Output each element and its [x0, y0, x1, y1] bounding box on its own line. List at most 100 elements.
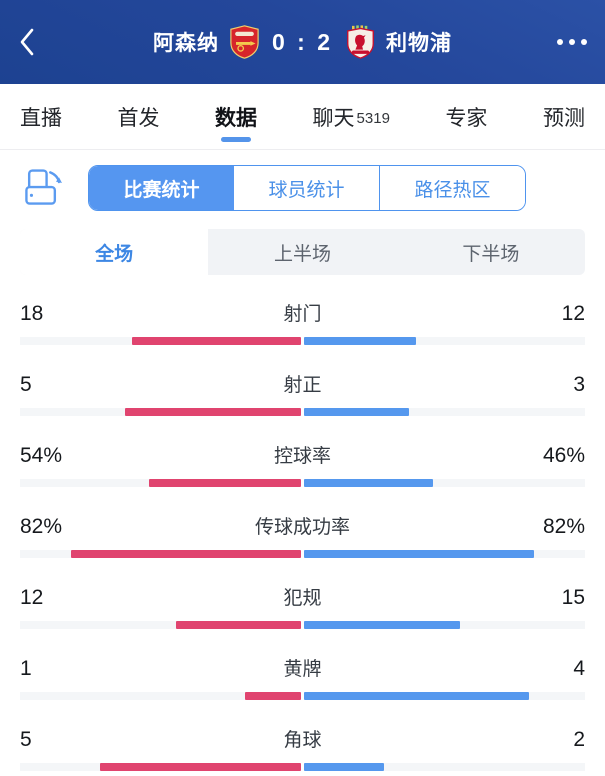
period-tab-second-half[interactable]: 下半场: [397, 229, 585, 275]
stat-row-pass-accuracy: 82% 传球成功率 82%: [20, 514, 585, 558]
segment-label: 路径热区: [414, 179, 491, 201]
stat-line: 82% 传球成功率 82%: [20, 514, 585, 540]
period-tab-first-half[interactable]: 上半场: [208, 229, 396, 275]
chat-count-badge: 5319: [356, 109, 390, 127]
tab-label: 专家: [445, 106, 488, 130]
away-bar-half: [304, 621, 585, 629]
stat-label: 角球: [283, 730, 322, 751]
stat-segment-group: 比赛统计 球员统计 路径热区: [88, 165, 526, 211]
segment-match-stats[interactable]: 比赛统计: [89, 166, 234, 210]
scoreline: 阿森纳 0 : 2 利物浦: [153, 25, 452, 59]
home-stat-bar: [149, 479, 301, 487]
bar-center-gap: [301, 408, 304, 416]
match-header: 阿森纳 0 : 2 利物浦: [0, 0, 605, 84]
ellipsis-icon: [557, 39, 563, 45]
home-stat-bar: [132, 337, 301, 345]
bar-center-gap: [301, 621, 304, 629]
away-stat-bar: [304, 550, 535, 558]
away-stat-value: 12: [561, 302, 585, 325]
away-stat-value: 15: [561, 586, 585, 609]
stat-label: 黄牌: [283, 659, 322, 680]
away-bar-half: [304, 692, 585, 700]
stat-label: 射门: [283, 304, 322, 325]
tab-label: 数据: [215, 106, 258, 130]
home-bar-half: [20, 550, 301, 558]
active-tab-underline: [221, 137, 252, 142]
tab-label: 预测: [542, 106, 585, 130]
segment-heatmap[interactable]: 路径热区: [380, 166, 525, 210]
away-stat-value: 2: [573, 728, 585, 751]
away-stat-bar: [304, 692, 529, 700]
away-stat-value: 46%: [542, 444, 585, 467]
header-right: [541, 33, 587, 51]
ellipsis-icon: [569, 39, 575, 45]
tab-stats[interactable]: 数据: [215, 84, 257, 149]
stat-bar-track: [20, 692, 585, 700]
home-stat-bar: [176, 621, 301, 629]
away-bar-half: [304, 763, 585, 771]
stat-row-yellow-cards: 1 黄牌 4: [20, 656, 585, 700]
away-stat-bar: [304, 479, 434, 487]
stat-label: 控球率: [273, 446, 331, 467]
away-stat-value: 4: [573, 657, 585, 680]
home-bar-half: [20, 408, 301, 416]
home-team-name: 阿森纳: [152, 32, 219, 55]
bar-center-gap: [301, 479, 304, 487]
stat-line: 5 射正 3: [20, 372, 585, 398]
home-bar-half: [20, 621, 301, 629]
tab-experts[interactable]: 专家: [445, 84, 487, 149]
away-stat-bar: [304, 621, 461, 629]
stat-line: 12 犯规 15: [20, 585, 585, 611]
home-stat-bar: [244, 692, 301, 700]
stat-label: 犯规: [283, 588, 322, 609]
tab-label: 直播: [20, 106, 62, 130]
rotate-screen-button[interactable]: [20, 166, 64, 210]
tab-live[interactable]: 直播: [20, 84, 62, 149]
away-bar-half: [304, 337, 585, 345]
tab-chat[interactable]: 聊天 5319: [313, 84, 390, 149]
home-stat-bar: [125, 408, 301, 416]
stat-bar-track: [20, 763, 585, 771]
segment-player-stats[interactable]: 球员统计: [234, 166, 380, 210]
away-bar-half: [304, 408, 585, 416]
stat-row-possession: 54% 控球率 46%: [20, 443, 585, 487]
stat-type-toolbar: 比赛统计 球员统计 路径热区: [0, 150, 605, 223]
home-stat-bar: [70, 550, 301, 558]
stat-line: 54% 控球率 46%: [20, 443, 585, 469]
more-options-button[interactable]: [557, 33, 587, 51]
away-stat-value: 82%: [542, 515, 585, 538]
period-tab-full[interactable]: 全场: [20, 229, 209, 275]
home-stat-value: 54%: [20, 444, 63, 467]
stat-bar-track: [20, 408, 585, 416]
away-bar-half: [304, 550, 585, 558]
bar-center-gap: [301, 337, 304, 345]
stat-line: 1 黄牌 4: [20, 656, 585, 682]
away-stat-bar: [304, 408, 410, 416]
home-stat-bar: [100, 763, 301, 771]
back-button[interactable]: [18, 25, 48, 59]
home-bar-half: [20, 479, 301, 487]
stat-line: 18 射门 12: [20, 301, 585, 327]
stat-label: 传球成功率: [254, 517, 350, 538]
liverpool-crest-icon: [347, 25, 374, 59]
segment-label: 球员统计: [268, 179, 345, 201]
home-stat-value: 12: [20, 586, 44, 609]
bar-center-gap: [301, 763, 304, 771]
match-stats-list: 18 射门 12 5 射正 3 54%: [0, 275, 605, 771]
home-stat-value: 82%: [20, 515, 63, 538]
tab-lineups[interactable]: 首发: [118, 84, 160, 149]
away-stat-bar: [304, 763, 385, 771]
home-stat-value: 5: [20, 373, 32, 396]
stat-row-shots-on-target: 5 射正 3: [20, 372, 585, 416]
stat-line: 5 角球 2: [20, 727, 585, 753]
chevron-left-icon: [20, 28, 34, 56]
segment-label: 比赛统计: [123, 179, 200, 201]
score-value: 0 : 2: [271, 28, 334, 55]
tab-label: 首发: [117, 106, 160, 130]
stat-bar-track: [20, 337, 585, 345]
tab-predictions[interactable]: 预测: [543, 84, 585, 149]
ellipsis-icon: [581, 39, 587, 45]
away-bar-half: [304, 479, 585, 487]
period-tab-label: 上半场: [273, 243, 331, 265]
